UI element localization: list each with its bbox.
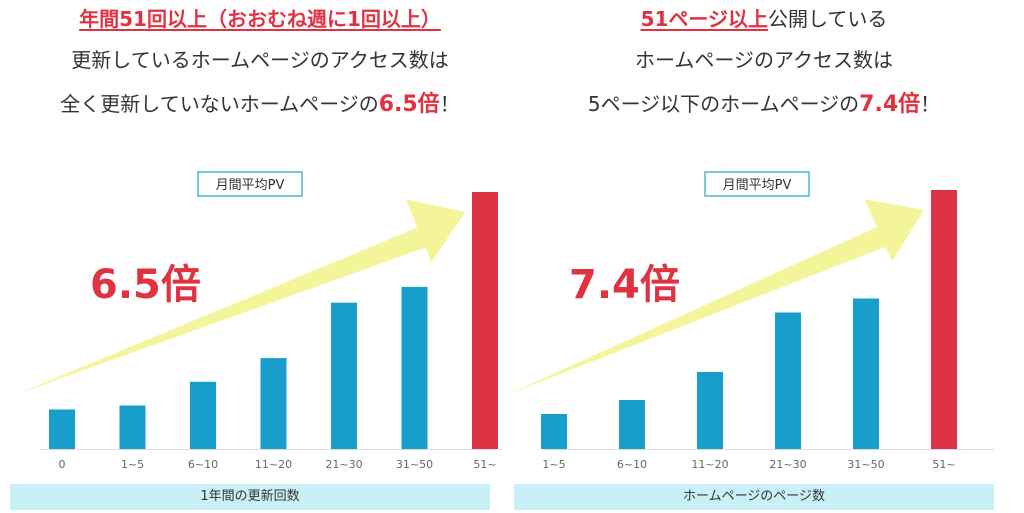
- headline-highlight: 年間51回以上（おおむね週に1回以上）: [79, 7, 441, 31]
- headline-line-2: 更新しているホームページのアクセス数は: [71, 48, 449, 72]
- bar: [775, 312, 801, 449]
- bar-highlight: [931, 190, 957, 449]
- headline-line-3: 全く更新していないホームページの6.5倍！: [10, 91, 510, 118]
- x-tick-label: 31~50: [847, 458, 884, 471]
- bar: [401, 286, 428, 449]
- multiplier-label: 6.5倍: [90, 262, 201, 308]
- headline-multiplier: 6.5倍: [378, 92, 440, 117]
- headline-line-1: 51ページ以上公開している: [514, 6, 1014, 32]
- headline-exclamation: ！: [439, 92, 460, 116]
- bar: [49, 409, 75, 449]
- legend: 月間平均PV: [197, 171, 303, 197]
- headline-line-1-rest: 公開している: [768, 7, 888, 31]
- x-tick-label: 31~50: [396, 458, 433, 471]
- multiplier-label: 7.4倍: [569, 262, 680, 308]
- x-tick-label: 1~5: [121, 458, 144, 471]
- headline-exclamation: ！: [920, 92, 941, 116]
- bar: [331, 302, 357, 449]
- headline-line-2: ホームページのアクセス数は: [635, 48, 893, 72]
- headline-line-3-text: 5ページ以下のホームページの: [587, 92, 860, 116]
- bar: [260, 358, 287, 449]
- headline-multiplier: 7.4倍: [859, 92, 921, 117]
- x-tick-label: 0: [59, 458, 66, 471]
- bar: [853, 298, 879, 449]
- x-tick-label: 6~10: [188, 458, 218, 471]
- chart-panel-update-frequency: 年間51回以上（おおむね週に1回以上） 更新しているホームページのアクセス数は …: [10, 0, 510, 513]
- chart-panel-page-count: 51ページ以上公開している ホームページのアクセス数は 5ページ以下のホームペー…: [514, 0, 1014, 513]
- bar-chart: 1~5 6~10 11~20 21~30 31~50 51~ 月間平均PV 7.4倍: [514, 171, 994, 471]
- headline-line-3-text: 全く更新していないホームページの: [60, 92, 379, 116]
- legend-box: [704, 171, 810, 197]
- headline-highlight: 51ページ以上: [640, 7, 769, 31]
- x-axis-title: ホームページのページ数: [514, 484, 994, 510]
- bar: [190, 381, 216, 449]
- headline-line-1: 年間51回以上（おおむね週に1回以上）: [10, 6, 510, 32]
- bar: [541, 414, 567, 449]
- bar-highlight: [472, 192, 498, 449]
- x-tick-label: 1~5: [542, 458, 565, 471]
- x-tick-label: 51~: [932, 458, 955, 471]
- bar: [697, 372, 723, 449]
- bar-chart: 0 1~5 6~10 11~20 21~30 31~50 51~ 月間平均PV 6.5倍: [17, 171, 502, 471]
- x-axis-title: 1年間の更新回数: [10, 484, 490, 510]
- legend: 月間平均PV: [704, 171, 810, 197]
- bar: [119, 405, 146, 449]
- growth-arrow: [17, 199, 465, 394]
- growth-arrow: [514, 199, 924, 393]
- legend-label: 月間平均PV: [723, 178, 792, 193]
- x-tick-label: 11~20: [691, 458, 728, 471]
- legend-box: [197, 171, 303, 197]
- x-tick-label: 51~: [473, 458, 496, 471]
- x-tick-label: 21~30: [325, 458, 362, 471]
- headline-line-3: 5ページ以下のホームページの7.4倍！: [514, 91, 1014, 118]
- x-tick-label: 21~30: [769, 458, 806, 471]
- x-tick-label: 11~20: [255, 458, 292, 471]
- legend-label: 月間平均PV: [216, 178, 285, 193]
- bar: [619, 400, 645, 449]
- x-tick-label: 6~10: [617, 458, 647, 471]
